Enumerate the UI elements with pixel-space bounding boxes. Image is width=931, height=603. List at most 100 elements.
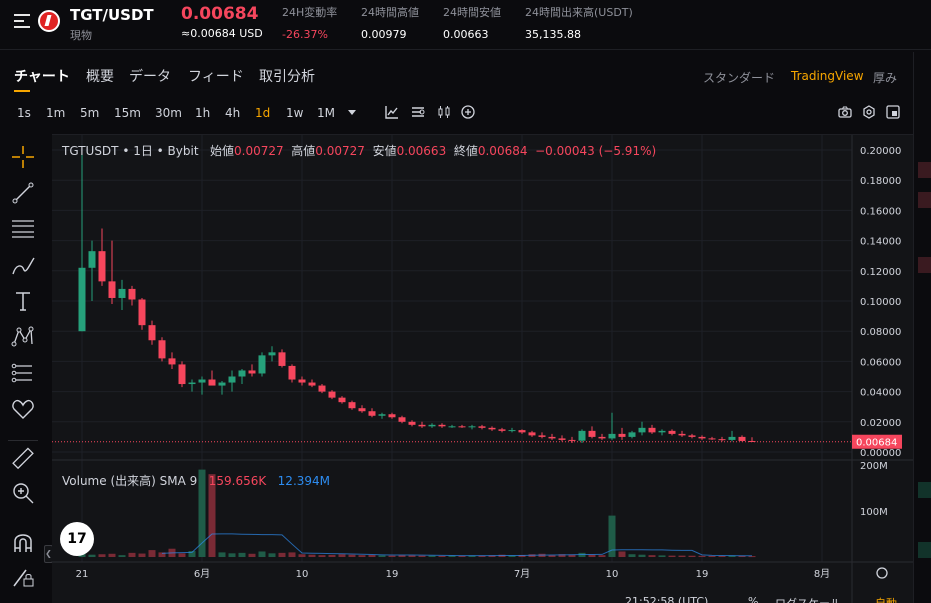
chart-settings-icon[interactable] <box>411 105 425 119</box>
stat-24h-change: 24H変動率 -26.37% <box>282 4 337 41</box>
dropdown-icon[interactable] <box>345 105 359 119</box>
tf-1h[interactable]: 1h <box>195 106 211 120</box>
candle-body <box>418 424 426 427</box>
candle-body <box>458 426 466 428</box>
tab-data[interactable]: データ <box>129 69 171 85</box>
volume-tick-label: 100M <box>860 507 888 518</box>
fib-icon[interactable] <box>10 216 36 242</box>
last-price-usd: ≈0.00684 USD <box>181 27 263 40</box>
camera-icon[interactable] <box>838 105 852 119</box>
trend-line-icon[interactable] <box>10 180 36 206</box>
prediction-icon[interactable] <box>10 360 36 386</box>
zoom-in-icon[interactable] <box>10 480 36 506</box>
tf-4h[interactable]: 4h <box>225 106 241 120</box>
volume-bar <box>98 554 106 557</box>
add-compare-icon[interactable] <box>461 105 475 119</box>
tf-30m[interactable]: 30m <box>155 106 182 120</box>
candle-body <box>548 436 556 439</box>
tab-trade-analysis[interactable]: 取引分析 <box>259 69 315 85</box>
pair-name[interactable]: TGT/USDT <box>70 6 154 24</box>
tf-1M[interactable]: 1M <box>317 106 335 120</box>
volume-bar <box>548 555 556 557</box>
volume-bar <box>428 555 436 557</box>
tf-1m[interactable]: 1m <box>46 106 66 120</box>
candle-body <box>398 417 406 422</box>
time-tick-label: 21 <box>76 569 89 580</box>
chart-pane[interactable] <box>52 134 913 603</box>
candle-body <box>438 424 446 427</box>
legend-low: 0.00663 <box>396 144 447 158</box>
tab-feed[interactable]: フィード <box>188 69 244 85</box>
toolbar-divider <box>8 440 38 441</box>
magnet-icon[interactable] <box>10 530 36 556</box>
tf-1d[interactable]: 1d <box>255 106 271 120</box>
ohlc-legend: TGTUSDT • 1日 • Bybit 始値0.00727 高値0.00727… <box>62 142 656 159</box>
volume-bar <box>148 550 156 557</box>
candle-body <box>708 438 716 440</box>
legend-symbol[interactable]: TGTUSDT • 1日 • Bybit <box>62 144 199 158</box>
pattern-icon[interactable] <box>10 324 36 350</box>
view-standard[interactable]: スタンダード <box>703 71 776 85</box>
volume-bar <box>398 555 406 557</box>
stat-label: 24時間高値 <box>361 6 419 19</box>
volume-bar <box>368 554 376 557</box>
stat-24h-volume: 24時間出来高(USDT) 35,135.88 <box>525 4 633 41</box>
tab-chart[interactable]: チャート <box>14 69 70 85</box>
volume-legend: Volume (出来高) SMA 9 159.656K 12.394M <box>62 472 330 489</box>
tf-1w[interactable]: 1w <box>286 106 304 120</box>
candle-body <box>428 424 436 427</box>
volume-bar <box>728 555 736 557</box>
volume-bar <box>378 555 386 557</box>
tab-overview[interactable]: 概要 <box>86 69 114 85</box>
volume-title[interactable]: Volume (出来高) SMA 9 <box>62 474 198 488</box>
volume-bar <box>468 555 476 557</box>
percent-toggle[interactable]: % <box>748 595 759 603</box>
price-tick-label: 0.04000 <box>860 388 901 399</box>
bid-row <box>918 482 931 498</box>
candle-body <box>688 435 696 437</box>
candle-body <box>218 382 226 386</box>
candle-body <box>108 281 116 298</box>
favorite-icon[interactable] <box>10 396 36 422</box>
auto-scale-toggle[interactable]: 自動 <box>875 595 897 603</box>
tf-1s[interactable]: 1s <box>17 106 31 120</box>
fullscreen-icon[interactable] <box>886 105 900 119</box>
volume-bar <box>348 554 356 557</box>
view-depth[interactable]: 厚み <box>873 71 898 85</box>
view-tradingview[interactable]: TradingView <box>791 69 864 83</box>
text-icon[interactable] <box>10 288 36 314</box>
brush-icon[interactable] <box>10 252 36 278</box>
log-scale-toggle[interactable]: ログスケール <box>775 595 841 603</box>
ruler-icon[interactable] <box>10 446 36 472</box>
volume-bar <box>278 552 286 557</box>
volume-bar <box>688 555 696 557</box>
tradingview-logo[interactable]: 17 <box>60 522 94 556</box>
volume-bar <box>198 469 206 557</box>
candle-body <box>258 355 266 374</box>
stat-label: 24H変動率 <box>282 6 338 19</box>
volume-bar <box>298 554 306 557</box>
candle-type-icon[interactable] <box>437 105 451 119</box>
legend-open: 0.00727 <box>234 144 284 158</box>
crosshair-icon[interactable] <box>10 144 36 170</box>
legend-high: 0.00727 <box>315 144 365 158</box>
axis-settings-icon[interactable] <box>876 567 888 579</box>
volume-bar <box>628 554 636 557</box>
settings-icon[interactable] <box>862 105 876 119</box>
volume-bar <box>748 556 756 558</box>
price-tick-label: 0.10000 <box>860 297 901 308</box>
candle-body <box>518 430 526 433</box>
volume-bar <box>238 552 246 557</box>
volume-bar <box>158 552 166 557</box>
menu-icon[interactable] <box>14 14 30 28</box>
tf-5m[interactable]: 5m <box>80 106 100 120</box>
volume-bar <box>448 555 456 557</box>
tf-15m[interactable]: 15m <box>114 106 141 120</box>
market-type: 現物 <box>70 29 92 42</box>
candle-body <box>678 433 686 436</box>
volume-bar <box>228 553 236 557</box>
indicator-icon[interactable] <box>385 105 399 119</box>
active-tab-indicator <box>14 90 30 92</box>
lock-draw-icon[interactable] <box>10 564 36 590</box>
